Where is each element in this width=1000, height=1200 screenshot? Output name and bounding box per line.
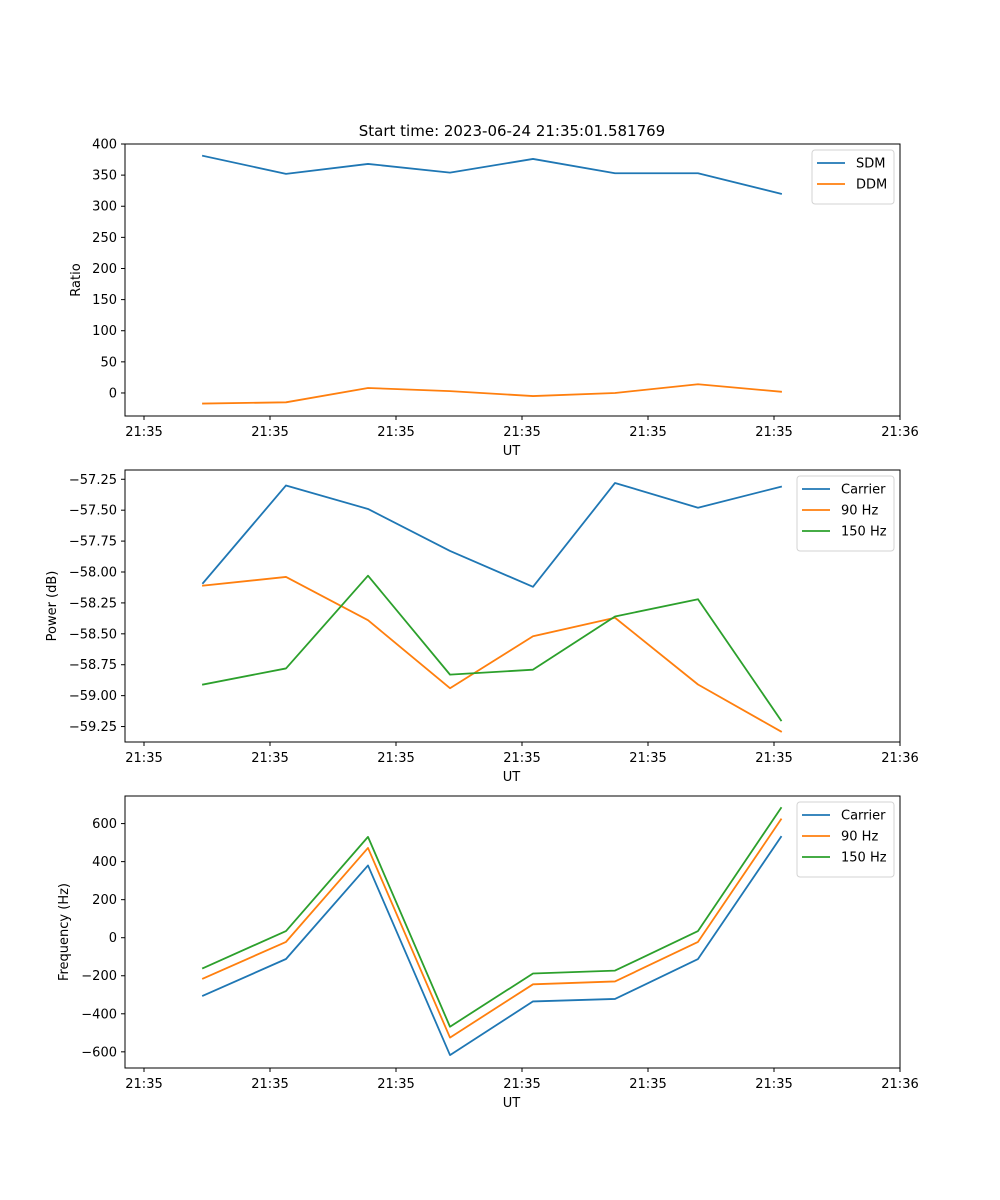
series-line-carrier [201,835,783,1056]
legend-entry: 150 Hz [841,851,887,866]
x-tick-label: 21:35 [755,1077,792,1092]
y-tick-label: −200 [81,969,117,984]
y-tick-label: −57.25 [69,473,117,488]
legend-frame [796,801,895,878]
y-tick-label: 400 [92,855,117,870]
y-tick-label: 200 [92,262,117,277]
x-tick-label: 21:35 [755,751,792,766]
y-tick-label: 0 [109,931,117,946]
legend-entry: Carrier [841,483,886,498]
x-tick-label: 21:36 [881,751,918,766]
legend-entry: SDM [856,157,885,172]
x-tick-label: 21:35 [629,425,666,440]
x-tick-label: 21:35 [503,425,540,440]
legend: SDM DDM [811,149,895,205]
x-tick-label: 21:35 [251,425,288,440]
y-tick-label: −57.75 [69,535,117,550]
y-tick-label: 250 [92,231,117,246]
legend-entry: 90 Hz [841,830,878,845]
y-tick-label: −58.75 [69,658,117,673]
legend: Carrier 90 Hz 150 Hz [796,801,895,878]
x-tick-label: 21:36 [881,1077,918,1092]
x-tick-label: 21:35 [629,751,666,766]
subplot-3: −600 −400 −200 0 200 400 600 21:35 21:35 21:35 21:… [57,795,919,1111]
y-axis-label: Frequency (Hz) [57,883,72,981]
x-tick-label: 21:35 [377,751,414,766]
x-tick-label: 21:35 [503,1077,540,1092]
x-axis-label: UT [503,1096,521,1111]
y-tick-label: −58.50 [69,627,117,642]
y-tick-label: −58.25 [69,596,117,611]
x-tick-label: 21:35 [251,1077,288,1092]
y-tick-label: 100 [92,324,117,339]
x-tick-label: 21:35 [125,1077,162,1092]
legend-entry: 150 Hz [841,525,887,540]
x-tick-label: 21:35 [125,425,162,440]
y-tick-label: 350 [92,169,117,184]
series-line-sdm [201,154,783,195]
series-line-90-hz [202,576,783,733]
x-tick-label: 21:35 [377,425,414,440]
legend-entry: 90 Hz [841,504,878,519]
y-axis-label: Ratio [69,263,84,296]
y-tick-label: 50 [100,355,117,370]
y-tick-label: −600 [81,1045,117,1060]
legend-entry: DDM [856,178,887,193]
chart-title: Start time: 2023-06-24 21:35:01.581769 [359,122,665,140]
y-tick-label: 200 [92,893,117,908]
x-tick-label: 21:35 [755,425,792,440]
series-line-carrier [201,482,783,588]
axes-frame [124,469,901,743]
y-tick-label: 600 [92,817,117,832]
series-line-150-hz [201,806,783,1028]
x-tick-label: 21:35 [503,751,540,766]
y-tick-label: 300 [92,200,117,215]
series-line-ddm [202,383,782,405]
y-tick-label: 400 [92,138,117,153]
subplot-1: 0 50 100 150 200 250 300 350 400 21:35 21:35 21:35 2… [69,138,919,460]
x-axis-label: UT [503,444,521,459]
axes-frame [124,795,901,1069]
series-line-90-hz [201,818,783,1039]
x-tick-label: 21:35 [251,751,288,766]
y-tick-label: −400 [81,1007,117,1022]
series-line-150-hz [201,574,783,722]
x-tick-label: 21:35 [125,751,162,766]
y-tick-label: −59.25 [69,720,117,735]
axes-frame [124,143,901,417]
x-tick-label: 21:35 [629,1077,666,1092]
y-tick-label: −59.00 [69,689,117,704]
x-tick-label: 21:35 [377,1077,414,1092]
y-tick-label: −58.00 [69,566,117,581]
legend-entry: Carrier [841,809,886,824]
y-tick-label: 150 [92,293,117,308]
x-axis-label: UT [503,770,521,785]
y-tick-label: 0 [109,386,117,401]
legend-frame [796,475,895,552]
y-tick-label: −57.50 [69,504,117,519]
legend: Carrier 90 Hz 150 Hz [796,475,895,552]
y-axis-label: Power (dB) [45,571,60,642]
subplot-2: −59.25 −59.00 −58.75 −58.50 −58.25 −58.00 −57.… [45,469,919,785]
x-tick-label: 21:36 [881,425,918,440]
